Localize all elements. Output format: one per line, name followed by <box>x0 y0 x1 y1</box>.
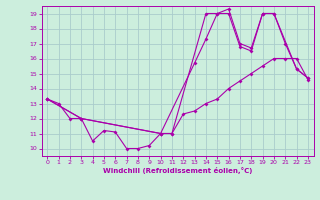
X-axis label: Windchill (Refroidissement éolien,°C): Windchill (Refroidissement éolien,°C) <box>103 167 252 174</box>
